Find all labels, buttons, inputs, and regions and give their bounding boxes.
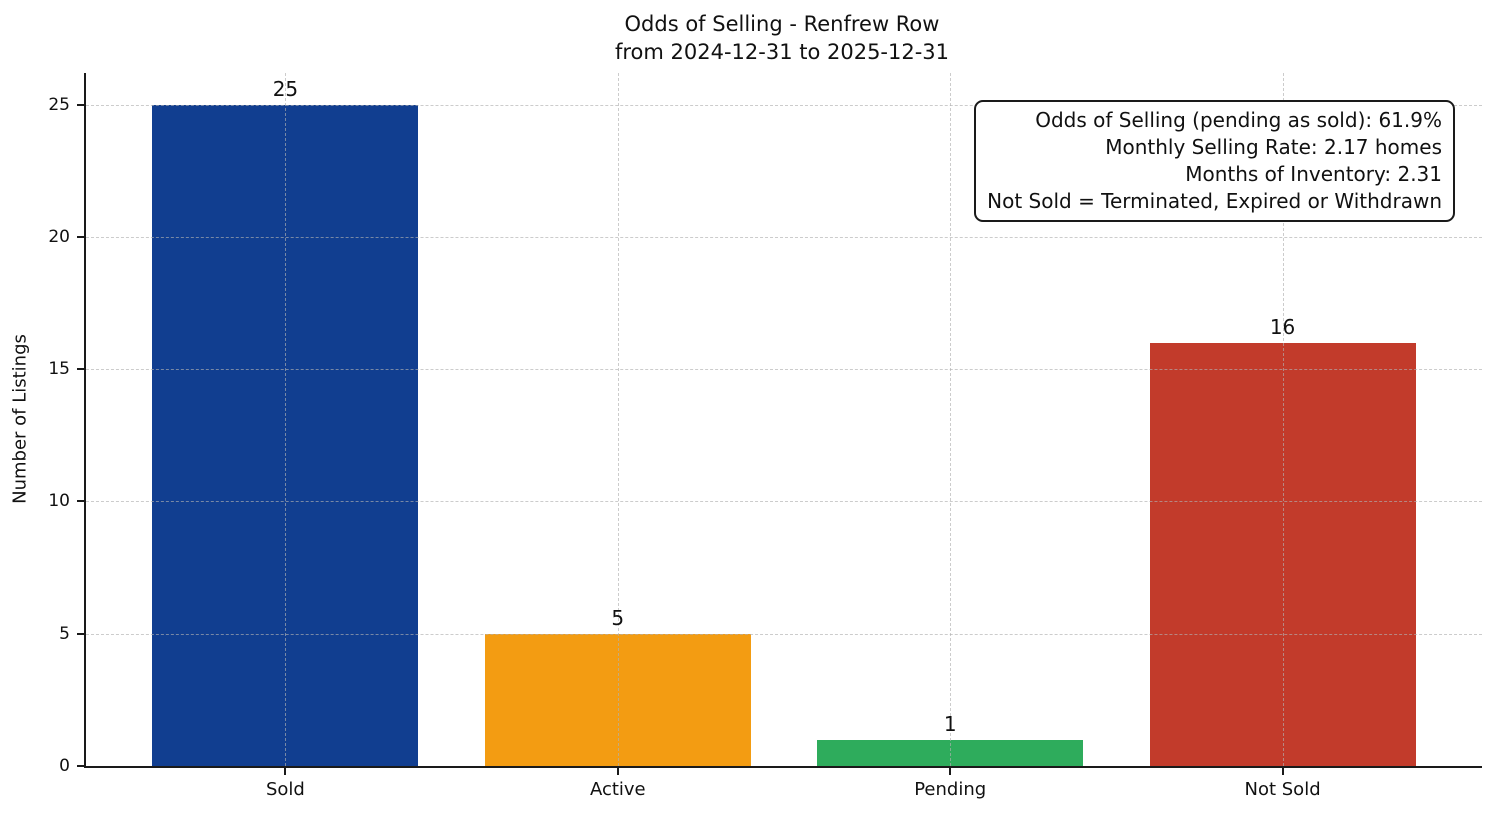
x-tick-label-pending: Pending xyxy=(914,779,987,800)
x-tick-sold xyxy=(284,766,287,775)
x-tick-label-sold: Sold xyxy=(265,779,305,800)
y-tick-label-25: 25 xyxy=(48,94,70,115)
bar-value-label-pending: 1 xyxy=(943,711,957,736)
bar-pending xyxy=(817,739,1084,766)
h-gridline-10 xyxy=(86,501,1482,503)
y-tick-label-0: 0 xyxy=(59,756,70,776)
h-gridline-20 xyxy=(86,236,1482,238)
chart-title-line2: from 2024-12-31 to 2025-12-31 xyxy=(614,40,950,64)
v-gridline-active xyxy=(617,73,619,766)
plot-area: 0 5 10 15 20 25 25 Sold 5 Active 1 Pending 16 Not Sol… xyxy=(48,73,1482,800)
bar-value-label-not-sold: 16 xyxy=(1269,314,1296,339)
bar-active xyxy=(484,633,751,766)
v-gridline-not-sold xyxy=(1282,73,1284,766)
v-gridline-sold xyxy=(285,73,287,766)
chart-title: Odds of Selling - Renfrew Row from 2024-… xyxy=(84,10,1480,66)
bar-sold xyxy=(152,104,419,766)
v-gridline-pending xyxy=(950,73,952,766)
x-tick-not-sold xyxy=(1281,766,1284,775)
y-tick-10 xyxy=(77,500,86,503)
y-tick-0 xyxy=(77,765,86,767)
bar-not-sold xyxy=(1149,342,1416,766)
y-tick-15 xyxy=(77,368,86,371)
h-gridline-15 xyxy=(86,369,1482,371)
y-tick-label-15: 15 xyxy=(48,359,70,380)
annotation-line-odds: Odds of Selling (pending as sold): 61.9% xyxy=(1035,108,1442,132)
y-tick-label-20: 20 xyxy=(48,226,70,247)
annotation-line-inventory: Months of Inventory: 2.31 xyxy=(1185,162,1442,186)
annotation-line-not-sold-def: Not Sold = Terminated, Expired or Withdr… xyxy=(987,189,1442,213)
stats-annotation-box: Odds of Selling (pending as sold): 61.9%… xyxy=(974,100,1455,222)
chart-title-line1: Odds of Selling - Renfrew Row xyxy=(624,12,940,36)
y-tick-label-5: 5 xyxy=(59,623,70,644)
y-tick-25 xyxy=(77,103,86,106)
y-tick-20 xyxy=(77,235,86,238)
bar-value-label-sold: 25 xyxy=(272,76,299,101)
x-tick-label-not-sold: Not Sold xyxy=(1244,779,1321,800)
x-tick-pending xyxy=(949,766,952,775)
bar-value-label-active: 5 xyxy=(611,605,625,630)
x-tick-label-active: Active xyxy=(589,779,646,800)
annotation-line-monthly-rate: Monthly Selling Rate: 2.17 homes xyxy=(1105,135,1442,159)
y-tick-label-10: 10 xyxy=(48,491,70,512)
y-tick-5 xyxy=(77,632,86,635)
h-gridline-25 xyxy=(86,104,1482,106)
x-tick-active xyxy=(616,766,619,775)
h-gridline-5 xyxy=(86,633,1482,635)
